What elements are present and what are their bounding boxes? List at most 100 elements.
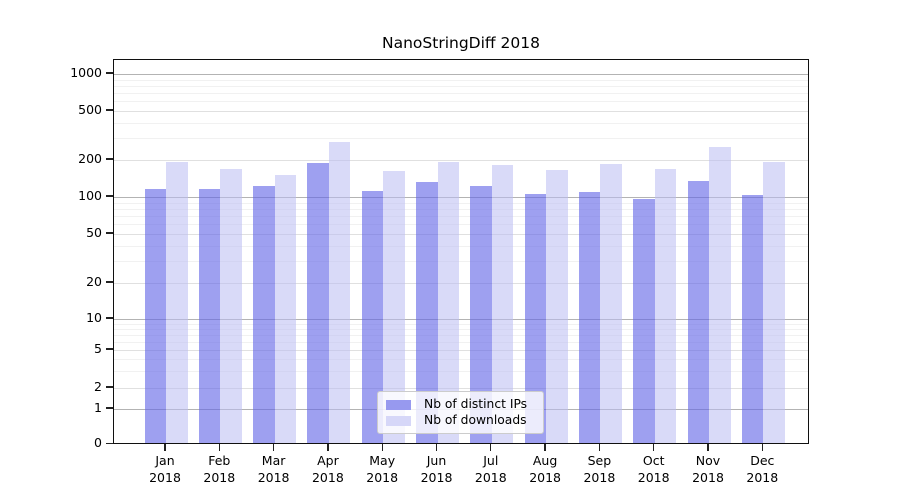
bar-downloads-sep [600, 163, 622, 443]
y-tick-label-50: 50 [86, 224, 102, 240]
gridline-700 [114, 93, 808, 95]
x-tick-jul [490, 444, 492, 451]
bar-downloads-oct [654, 169, 677, 443]
gridline-900 [114, 79, 808, 81]
y-tick-label-100: 100 [78, 187, 102, 203]
y-tick-0 [106, 442, 113, 445]
bar-distinct-ips-sep [578, 191, 601, 443]
bar-distinct-ips-mar [253, 186, 275, 443]
y-tick-50 [106, 232, 113, 234]
x-tick-feb [218, 444, 220, 451]
x-tick-jan [164, 444, 166, 451]
legend-swatch-icon [386, 399, 411, 410]
legend: Nb of distinct IPs Nb of downloads [377, 391, 544, 434]
bar-distinct-ips-nov [687, 180, 709, 443]
gridline-500 [114, 111, 808, 112]
bar-downloads-jun [437, 161, 459, 443]
bar-distinct-ips-oct [633, 199, 655, 443]
legend-label: Nb of downloads [424, 413, 527, 427]
gridline-40 [114, 245, 808, 247]
gridline-10 [114, 319, 808, 320]
gridline-7 [114, 334, 808, 336]
chart-title: NanoStringDiff 2018 [382, 34, 540, 52]
gridline-300 [114, 138, 808, 140]
gridline-30 [114, 261, 808, 263]
x-tick-label-nov: Nov 2018 [692, 453, 724, 485]
bar-downloads-feb [220, 169, 242, 443]
gridline-60 [114, 224, 808, 226]
x-tick-aug [544, 444, 546, 451]
bar-distinct-ips-feb [198, 189, 221, 443]
x-tick-apr [327, 444, 329, 451]
legend-swatch-icon [386, 415, 411, 426]
bar-downloads-nov [709, 147, 731, 443]
bar-distinct-ips-aug [524, 193, 547, 443]
x-tick-label-sep: Sep 2018 [583, 453, 616, 485]
gridline-800 [114, 85, 808, 87]
y-tick-200 [106, 158, 113, 160]
plot-area [113, 59, 809, 444]
bar-downloads-apr [328, 142, 351, 443]
x-tick-label-may: May 2018 [366, 453, 399, 485]
x-tick-label-jun: Jun 2018 [420, 453, 453, 485]
x-tick-mar [272, 444, 275, 451]
legend-label: Nb of distinct IPs [424, 397, 528, 411]
bar-downloads-mar [274, 175, 297, 443]
x-tick-label-dec: Dec 2018 [746, 453, 779, 485]
legend-entry-distinct-ips: Nb of distinct IPs [386, 397, 535, 412]
gridline-9 [114, 323, 808, 325]
x-tick-label-jul: Jul 2018 [474, 453, 507, 485]
gridline-50 [114, 234, 808, 235]
y-tick-20 [106, 281, 113, 283]
gridline-70 [114, 216, 808, 218]
y-tick-2 [106, 386, 113, 388]
bar-distinct-ips-jan [144, 188, 166, 443]
x-tick-sep [598, 444, 601, 451]
bar-distinct-ips-dec [741, 195, 764, 443]
bar-distinct-ips-may [361, 190, 384, 443]
legend-entry-downloads: Nb of downloads [386, 413, 535, 428]
bar-distinct-ips-jun [416, 181, 438, 443]
gridline-4 [114, 359, 808, 361]
gridline-200 [114, 160, 808, 161]
x-tick-label-apr: Apr 2018 [311, 453, 344, 485]
x-tick-label-aug: Aug 2018 [529, 453, 561, 485]
gridline-1000 [114, 74, 808, 75]
y-tick-1000 [106, 72, 113, 74]
y-tick-500 [106, 109, 113, 111]
gridline-80 [114, 208, 808, 210]
bar-downloads-dec [763, 162, 785, 443]
x-tick-label-feb: Feb 2018 [203, 453, 236, 485]
x-tick-may [381, 444, 383, 451]
y-tick-1 [106, 407, 113, 409]
bar-downloads-jan [166, 162, 188, 443]
gridline-5 [114, 350, 808, 351]
y-tick-10 [106, 317, 113, 319]
gridline-100 [114, 197, 808, 198]
bar-downloads-may [383, 170, 405, 443]
y-tick-5 [106, 348, 113, 350]
x-tick-label-mar: Mar 2018 [257, 453, 290, 485]
gridline-6 [114, 341, 808, 343]
y-tick-label-1000: 1000 [70, 64, 102, 80]
bar-downloads-aug [546, 169, 568, 443]
x-tick-label-jan: Jan 2018 [149, 453, 181, 485]
y-tick-label-2: 2 [94, 378, 102, 394]
gridline-90 [114, 202, 808, 204]
gridline-8 [114, 328, 808, 330]
y-tick-100 [106, 195, 113, 197]
y-tick-label-0: 0 [94, 435, 102, 450]
y-tick-label-5: 5 [94, 340, 102, 356]
bar-downloads-jul [491, 164, 514, 443]
y-tick-label-20: 20 [86, 273, 102, 289]
gridline-400 [114, 122, 808, 124]
x-tick-jun [435, 444, 438, 451]
gridline-2 [114, 388, 808, 389]
gridline-20 [114, 283, 808, 284]
gridline-600 [114, 101, 808, 103]
x-tick-dec [761, 444, 763, 451]
y-tick-label-1: 1 [94, 399, 102, 415]
bar-distinct-ips-jul [470, 185, 492, 443]
x-tick-oct [653, 444, 655, 451]
bar-distinct-ips-apr [307, 163, 329, 443]
